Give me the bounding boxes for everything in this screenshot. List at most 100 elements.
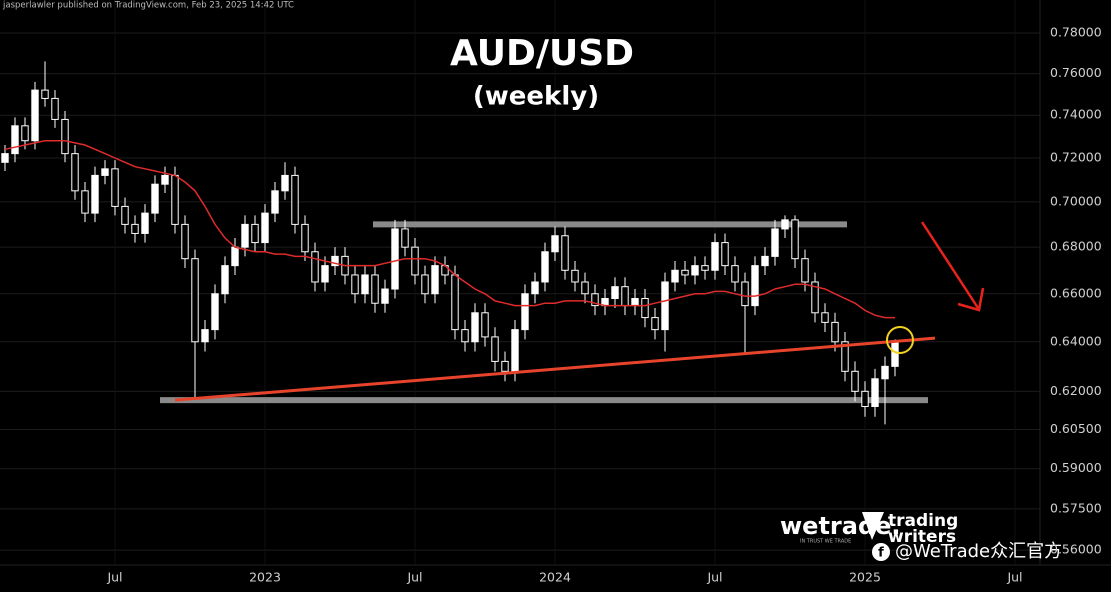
candle-body bbox=[201, 329, 209, 343]
candle-body bbox=[721, 242, 729, 267]
candle-body bbox=[461, 329, 469, 343]
x-tick-label: 2023 bbox=[249, 570, 281, 585]
candle-body bbox=[551, 235, 559, 253]
candle-body bbox=[251, 223, 259, 244]
candle-body bbox=[661, 281, 669, 331]
candle-body bbox=[431, 265, 439, 295]
candle-body bbox=[581, 281, 589, 295]
candle-body bbox=[271, 190, 279, 214]
candle-body bbox=[191, 258, 199, 343]
y-tick-label: 0.72000 bbox=[1050, 149, 1102, 164]
candle-body bbox=[741, 281, 749, 307]
watermark: IN TRUST WE TRADE bbox=[800, 539, 851, 545]
y-tick-label: 0.64000 bbox=[1050, 333, 1102, 348]
candle-body bbox=[1, 153, 9, 163]
candle-body bbox=[511, 329, 519, 372]
candle-body bbox=[61, 118, 69, 155]
y-tick-label: 0.57500 bbox=[1050, 500, 1102, 515]
highlight-circle bbox=[886, 326, 914, 354]
grid bbox=[0, 0, 1040, 565]
candle-body bbox=[881, 365, 889, 380]
candle-body bbox=[221, 265, 229, 295]
candle-body bbox=[841, 341, 849, 372]
candle-body bbox=[541, 251, 549, 283]
y-tick-label: 0.68000 bbox=[1050, 239, 1102, 254]
candle-body bbox=[811, 281, 819, 314]
watermark: @WeTrade众汇官方 bbox=[895, 541, 1062, 562]
candle-body bbox=[471, 312, 479, 343]
candle-body bbox=[631, 297, 639, 307]
candle-body bbox=[91, 174, 99, 214]
moving-average bbox=[4, 139, 895, 319]
y-tick-label: 0.59000 bbox=[1050, 460, 1102, 475]
x-tick-label: 2024 bbox=[539, 570, 571, 585]
candle-body bbox=[11, 125, 19, 155]
candle-body bbox=[331, 255, 339, 267]
candle-body bbox=[151, 183, 159, 214]
candle-body bbox=[41, 89, 49, 99]
logo bbox=[862, 512, 884, 540]
social-icon-glyph: f bbox=[878, 546, 884, 561]
candle-body bbox=[731, 265, 739, 283]
candle-body bbox=[621, 286, 629, 307]
y-tick-label: 0.66000 bbox=[1050, 285, 1102, 300]
candle-body bbox=[641, 297, 649, 319]
candle-body bbox=[171, 174, 179, 225]
candle-body bbox=[391, 228, 399, 290]
candle-body bbox=[701, 265, 709, 271]
candle-body bbox=[481, 312, 489, 338]
candle-body bbox=[761, 255, 769, 267]
candle-body bbox=[121, 205, 129, 225]
x-tick-label: Jul bbox=[106, 570, 122, 585]
y-tick-label: 0.62000 bbox=[1050, 383, 1102, 398]
candle-body bbox=[281, 174, 289, 192]
chart-subtitle: (weekly) bbox=[473, 82, 599, 112]
y-tick-label: 0.78000 bbox=[1050, 25, 1102, 40]
candle-body bbox=[181, 223, 189, 260]
candle-body bbox=[751, 265, 759, 307]
y-tick-label: 0.60500 bbox=[1050, 421, 1102, 436]
candle-body bbox=[451, 274, 459, 331]
candle-body bbox=[821, 312, 829, 323]
y-tick-label: 0.70000 bbox=[1050, 193, 1102, 208]
candle-body bbox=[521, 293, 529, 331]
watermark: trading bbox=[888, 511, 958, 531]
candle-body bbox=[261, 212, 269, 244]
candle-body bbox=[141, 212, 149, 234]
x-tick-label: 2025 bbox=[849, 570, 881, 585]
candle-body bbox=[111, 168, 119, 207]
x-tick-label: Jul bbox=[1006, 570, 1022, 585]
candle-body bbox=[321, 265, 329, 283]
candle-body bbox=[831, 321, 839, 343]
plot bbox=[1, 61, 936, 425]
candle-body bbox=[51, 97, 59, 120]
candle-body bbox=[161, 174, 169, 185]
y-tick-label: 0.74000 bbox=[1050, 107, 1102, 122]
candle-body bbox=[571, 269, 579, 283]
candle-body bbox=[101, 168, 109, 176]
candle-body bbox=[411, 246, 419, 276]
candle-body bbox=[791, 219, 799, 260]
candle-body bbox=[491, 336, 499, 362]
direction-arrow bbox=[920, 221, 985, 312]
watermark: wetrade. bbox=[780, 512, 901, 540]
candle-body bbox=[21, 125, 29, 142]
candle-body bbox=[241, 223, 249, 248]
candle-body bbox=[851, 370, 859, 392]
candle-body bbox=[311, 251, 319, 283]
candle-body bbox=[231, 246, 239, 267]
candle-body bbox=[891, 341, 899, 367]
watermark: writers bbox=[888, 527, 956, 547]
header: jasperlawler published on TradingView.co… bbox=[2, 1, 294, 11]
candle-body bbox=[371, 274, 379, 304]
candle-body bbox=[801, 258, 809, 283]
candle-body bbox=[421, 274, 429, 295]
social-icon bbox=[872, 543, 890, 561]
candle-body bbox=[361, 274, 369, 295]
candle-body bbox=[501, 360, 509, 372]
candle-body bbox=[651, 317, 659, 331]
x-tick-label: Jul bbox=[706, 570, 722, 585]
candle-body bbox=[671, 269, 679, 283]
